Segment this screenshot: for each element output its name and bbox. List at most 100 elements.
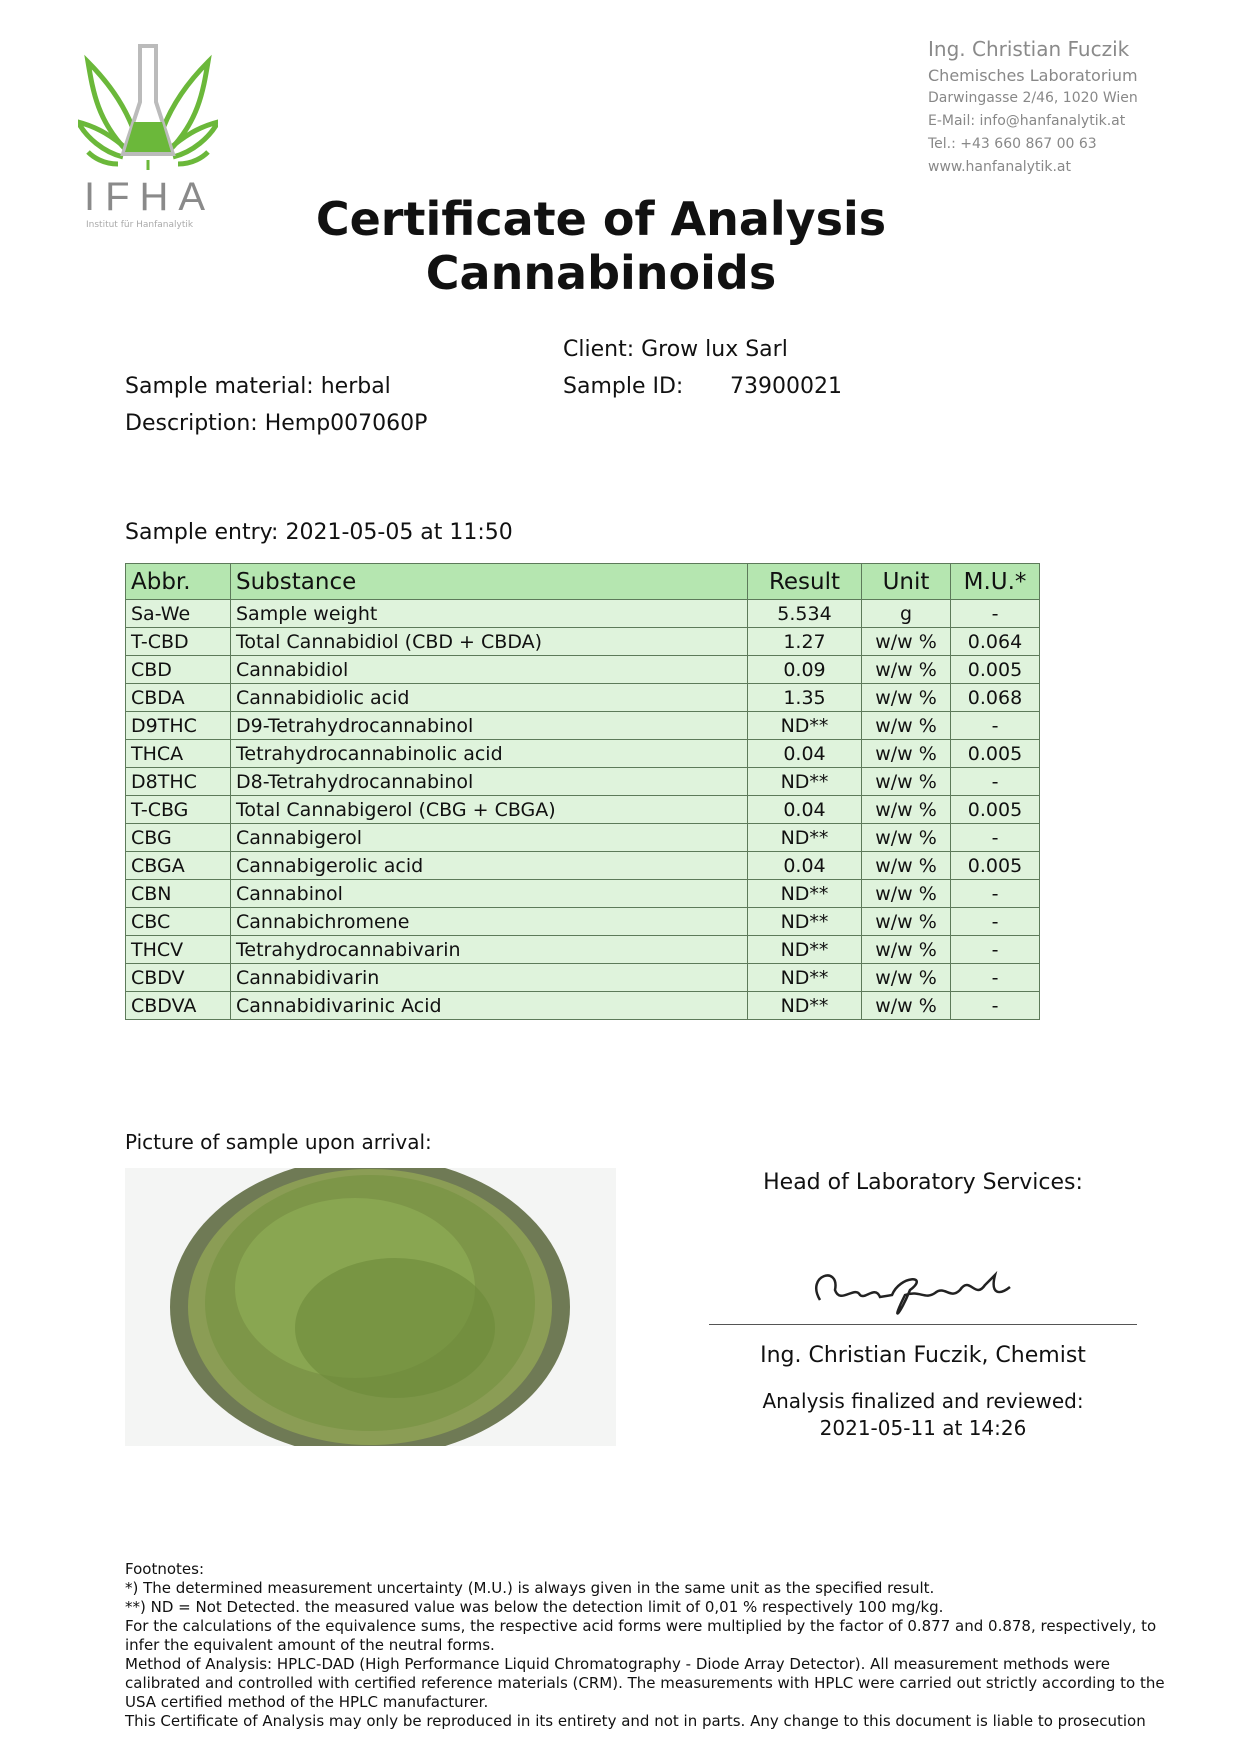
table-cell: - xyxy=(950,907,1040,936)
table-cell: 0.04 xyxy=(747,795,862,824)
table-cell: 0.04 xyxy=(747,851,862,880)
footnote: For the calculations of the equivalence … xyxy=(125,1617,1157,1654)
table-row: CBGA Cannabigerolic acid 0.04 w/w % 0.005 xyxy=(125,851,1040,880)
table-row: Sa-We Sample weight 5.534 g - xyxy=(125,599,1040,628)
sample-photo xyxy=(125,1168,616,1446)
description: Description: Hemp007060P xyxy=(125,411,428,436)
table-cell: w/w % xyxy=(861,627,951,656)
table-row: CBDVA Cannabidivarinic Acid ND** w/w % - xyxy=(125,991,1040,1020)
table-cell: ND** xyxy=(747,823,862,852)
table-cell: Total Cannabidiol (CBD + CBDA) xyxy=(230,627,748,656)
table-cell: Sa-We xyxy=(125,599,231,628)
table-cell: - xyxy=(950,823,1040,852)
signature xyxy=(800,1255,1020,1335)
footnotes: Footnotes: *) The determined measurement… xyxy=(125,1560,1175,1731)
table-cell: ND** xyxy=(747,935,862,964)
lab-web: www.hanfanalytik.at xyxy=(928,159,1071,175)
table-cell: 0.068 xyxy=(950,683,1040,712)
results-table: Abbr. Substance Result Unit M.U.* Sa-We Sampl… xyxy=(125,563,1040,1020)
cannabis-flask-icon xyxy=(73,44,223,170)
table-cell: CBDVA xyxy=(125,991,231,1020)
sample-bowl-image xyxy=(170,1168,570,1446)
title-line1: Certificate of Analysis xyxy=(315,192,887,246)
table-cell: 5.534 xyxy=(747,599,862,628)
client: Client: Grow lux Sarl xyxy=(563,337,788,362)
table-row: T-CBD Total Cannabidiol (CBD + CBDA) 1.27 w… xyxy=(125,627,1040,656)
picture-label: Picture of sample upon arrival: xyxy=(125,1130,432,1154)
table-cell: 0.09 xyxy=(747,655,862,684)
table-cell: 0.005 xyxy=(950,739,1040,768)
column-header: M.U.* xyxy=(950,563,1040,600)
lab-contact: Ing. Christian Fuczik Chemisches Laborat… xyxy=(928,34,1138,179)
table-cell: Tetrahydrocannabinolic acid xyxy=(230,739,748,768)
table-cell: w/w % xyxy=(861,683,951,712)
ifha-logo: IFHA Institut für Hanfanalytik xyxy=(73,42,223,237)
table-cell: w/w % xyxy=(861,963,951,992)
table-cell: ND** xyxy=(747,767,862,796)
footnote: *) The determined measurement uncertaint… xyxy=(125,1579,935,1597)
table-cell: CBDV xyxy=(125,963,231,992)
sample-material: Sample material: herbal xyxy=(125,374,391,399)
table-row: CBN Cannabinol ND** w/w % - xyxy=(125,879,1040,908)
table-cell: w/w % xyxy=(861,935,951,964)
head-of-lab-label: Head of Laboratory Services: xyxy=(763,1170,1083,1195)
signature-line xyxy=(709,1324,1137,1325)
table-cell: - xyxy=(950,879,1040,908)
lab-dept: Chemisches Laboratorium xyxy=(928,66,1138,85)
lab-email: E-Mail: info@hanfanalytik.at xyxy=(928,113,1126,129)
lab-name: Ing. Christian Fuczik xyxy=(928,37,1130,61)
table-cell: w/w % xyxy=(861,991,951,1020)
sample-entry: Sample entry: 2021-05-05 at 11:50 xyxy=(125,520,513,545)
table-cell: D9-Tetrahydrocannabinol xyxy=(230,711,748,740)
footnote: **) ND = Not Detected. the measured valu… xyxy=(125,1598,944,1616)
table-cell: Total Cannabigerol (CBG + CBGA) xyxy=(230,795,748,824)
table-cell: ND** xyxy=(747,907,862,936)
footnote-title: Footnotes: xyxy=(125,1560,204,1578)
table-cell: T-CBG xyxy=(125,795,231,824)
table-cell: w/w % xyxy=(861,851,951,880)
table-cell: T-CBD xyxy=(125,627,231,656)
table-cell: CBGA xyxy=(125,851,231,880)
table-cell: 1.35 xyxy=(747,683,862,712)
finalized-label: Analysis finalized and reviewed: xyxy=(762,1389,1084,1413)
table-cell: ND** xyxy=(747,879,862,908)
chemist-name: Ing. Christian Fuczik, Chemist xyxy=(760,1343,1086,1368)
table-cell: ND** xyxy=(747,711,862,740)
table-row: CBD Cannabidiol 0.09 w/w % 0.005 xyxy=(125,655,1040,684)
table-cell: - xyxy=(950,991,1040,1020)
footnote: Method of Analysis: HPLC-DAD (High Perfo… xyxy=(125,1655,1165,1711)
table-row: CBDA Cannabidiolic acid 1.35 w/w % 0.068 xyxy=(125,683,1040,712)
table-row: CBC Cannabichromene ND** w/w % - xyxy=(125,907,1040,936)
table-cell: - xyxy=(950,767,1040,796)
table-cell: 1.27 xyxy=(747,627,862,656)
table-cell: - xyxy=(950,935,1040,964)
page-title: Certificate of Analysis Cannabinoids xyxy=(0,192,1202,300)
table-cell: 0.064 xyxy=(950,627,1040,656)
table-cell: Cannabigerol xyxy=(230,823,748,852)
table-cell: w/w % xyxy=(861,823,951,852)
table-cell: w/w % xyxy=(861,767,951,796)
table-cell: CBN xyxy=(125,879,231,908)
table-cell: ND** xyxy=(747,991,862,1020)
logo-subtitle: Institut für Hanfanalytik xyxy=(86,220,194,230)
table-cell: 0.005 xyxy=(950,795,1040,824)
logo-brand: IFHA xyxy=(84,175,216,219)
table-cell: D8-Tetrahydrocannabinol xyxy=(230,767,748,796)
title-line2: Cannabinoids xyxy=(425,246,777,300)
table-cell: CBG xyxy=(125,823,231,852)
table-cell: CBC xyxy=(125,907,231,936)
table-cell: w/w % xyxy=(861,795,951,824)
column-header: Result xyxy=(747,563,862,600)
column-header: Substance xyxy=(230,563,748,600)
table-cell: Cannabidivarinic Acid xyxy=(230,991,748,1020)
sample-id-label: Sample ID: xyxy=(563,374,684,399)
table-cell: ND** xyxy=(747,963,862,992)
table-cell: Cannabidiolic acid xyxy=(230,683,748,712)
table-cell: THCV xyxy=(125,935,231,964)
table-cell: w/w % xyxy=(861,907,951,936)
table-cell: D9THC xyxy=(125,711,231,740)
table-cell: - xyxy=(950,963,1040,992)
column-header: Unit xyxy=(861,563,951,600)
table-row: CBG Cannabigerol ND** w/w % - xyxy=(125,823,1040,852)
table-cell: 0.005 xyxy=(950,851,1040,880)
